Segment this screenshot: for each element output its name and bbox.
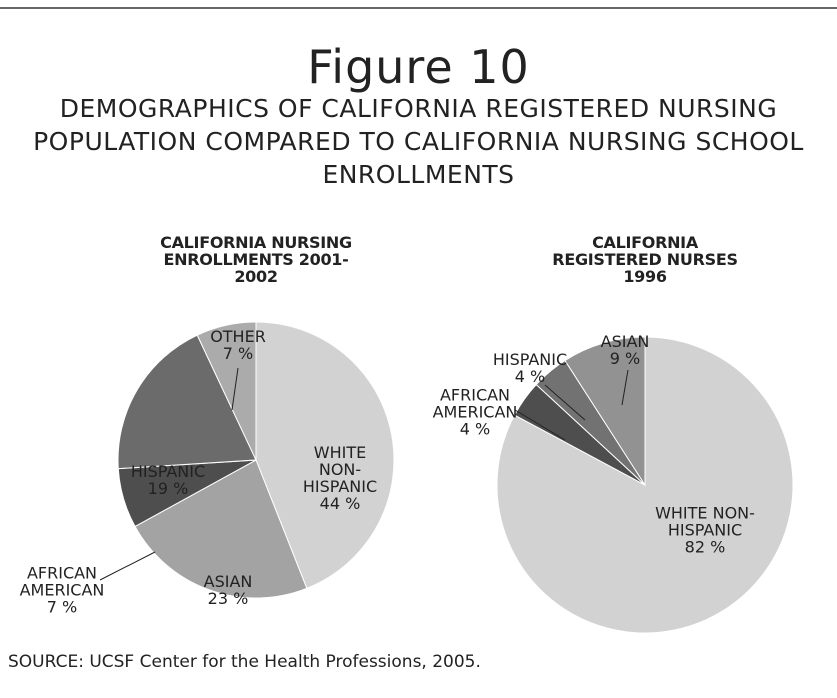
leader-line (544, 384, 586, 421)
value-label: 9 % (609, 349, 641, 368)
pie-slice (196, 321, 257, 461)
category-label: OTHER (210, 327, 266, 346)
slice-label: AFRICAN AMERICAN 7 % (12, 565, 112, 616)
category-label: HISPANIC (492, 350, 568, 369)
category-label: WHITE NON-HISPANIC (655, 503, 755, 540)
category-label: AFRICAN AMERICAN (19, 563, 105, 600)
slice-label: ASIAN 23 % (183, 573, 273, 607)
category-label: HISPANIC (130, 462, 206, 481)
leader-line (621, 369, 629, 406)
pie-slice (255, 321, 395, 589)
slice-label: HISPANIC 19 % (123, 463, 213, 497)
figure-subtitle: DEMOGRAPHICS OF CALIFORNIA REGISTERED NU… (33, 94, 804, 189)
category-label: AFRICAN AMERICAN (432, 385, 518, 422)
category-label: ASIAN (600, 332, 650, 351)
value-label: 23 % (207, 589, 249, 608)
value-label: 82 % (684, 537, 726, 557)
pie-title: CALIFORNIA NURSING ENROLLMENTS 2001-2002 (160, 233, 352, 286)
pie-slice (134, 459, 308, 599)
value-label: 44 % (319, 494, 361, 513)
figure-title: Figure 10 (307, 40, 530, 94)
slice-label: HISPANIC 4 % (485, 351, 575, 385)
slice-label: WHITE NON-HISPANIC 82 % (655, 505, 755, 556)
source: SOURCE: UCSF Center for the Health Profe… (8, 652, 481, 672)
pie-title: CALIFORNIA REGISTERED NURSES 1996 (552, 233, 738, 286)
slice-label: AFRICAN AMERICAN 4 % (425, 387, 525, 438)
value-label: 4 % (514, 367, 546, 386)
category-label: ASIAN (203, 572, 253, 591)
category-label: WHITE NON-HISPANIC (302, 443, 378, 496)
leader-line (231, 367, 239, 411)
slice-label: WHITE NON-HISPANIC 44 % (295, 444, 385, 512)
slice-label: ASIAN 9 % (585, 333, 665, 367)
value-label: 7 % (46, 597, 78, 617)
value-label: 7 % (222, 344, 254, 363)
slice-label: OTHER 7 % (198, 328, 278, 362)
leader-line (99, 551, 156, 581)
leader-line (514, 409, 566, 441)
pie-slice (117, 334, 257, 470)
value-label: 4 % (459, 419, 491, 439)
pie-slice (564, 336, 646, 487)
value-label: 19 % (147, 479, 189, 498)
